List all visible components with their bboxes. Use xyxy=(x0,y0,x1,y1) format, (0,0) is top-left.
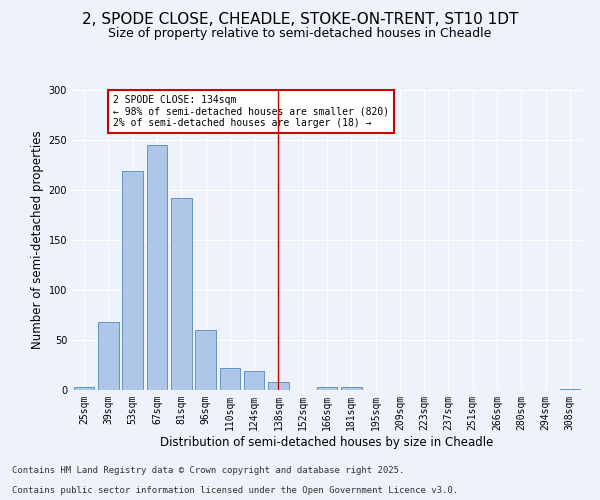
Bar xyxy=(244,371,265,390)
Bar xyxy=(268,382,289,390)
Text: 2, SPODE CLOSE, CHEADLE, STOKE-ON-TRENT, ST10 1DT: 2, SPODE CLOSE, CHEADLE, STOKE-ON-TRENT,… xyxy=(82,12,518,28)
Text: Size of property relative to semi-detached houses in Cheadle: Size of property relative to semi-detach… xyxy=(109,28,491,40)
Bar xyxy=(122,171,143,390)
Text: Contains public sector information licensed under the Open Government Licence v3: Contains public sector information licen… xyxy=(12,486,458,495)
Text: 2 SPODE CLOSE: 134sqm
← 98% of semi-detached houses are smaller (820)
2% of semi: 2 SPODE CLOSE: 134sqm ← 98% of semi-deta… xyxy=(113,95,389,128)
Bar xyxy=(98,322,119,390)
Bar xyxy=(171,198,191,390)
Bar xyxy=(341,387,362,390)
Bar xyxy=(146,145,167,390)
X-axis label: Distribution of semi-detached houses by size in Cheadle: Distribution of semi-detached houses by … xyxy=(160,436,494,448)
Bar xyxy=(560,389,580,390)
Text: Contains HM Land Registry data © Crown copyright and database right 2025.: Contains HM Land Registry data © Crown c… xyxy=(12,466,404,475)
Bar xyxy=(317,387,337,390)
Bar xyxy=(220,368,240,390)
Bar xyxy=(195,330,216,390)
Y-axis label: Number of semi-detached properties: Number of semi-detached properties xyxy=(31,130,44,350)
Bar xyxy=(74,387,94,390)
